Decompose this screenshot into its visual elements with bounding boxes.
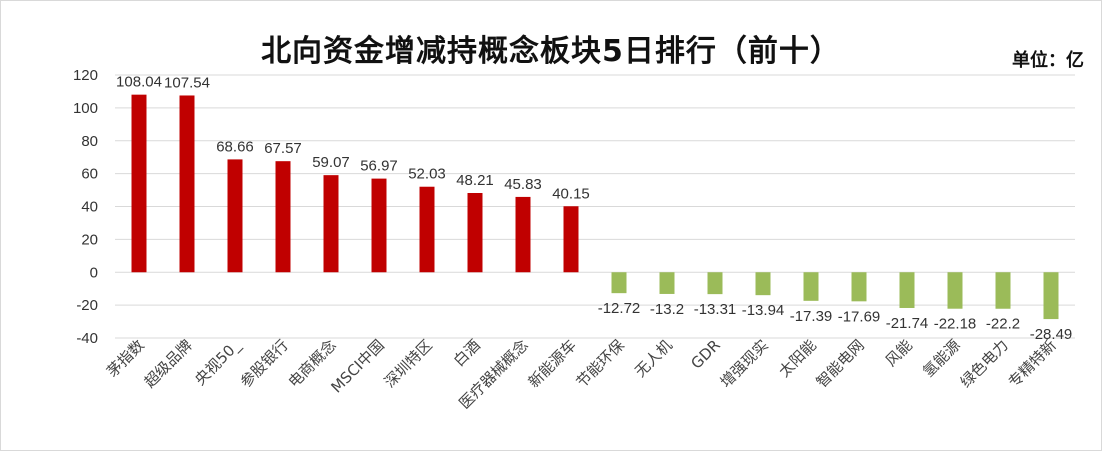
bar: [899, 272, 915, 308]
unit-label: 单位：亿: [1012, 50, 1084, 71]
category-label: 央视50_: [191, 336, 245, 390]
data-label: -21.74: [886, 315, 929, 332]
bar: [755, 272, 771, 296]
category-label: 增强现实: [717, 336, 772, 391]
chart-title: 北向资金增减持概念板块5日排行（前十）: [261, 34, 841, 69]
bar: [131, 94, 147, 273]
gridlines: [115, 74, 1075, 339]
bar: [1043, 272, 1059, 320]
data-label: -13.94: [742, 302, 785, 319]
y-tick-label: 60: [81, 166, 98, 183]
data-label: -13.2: [650, 301, 684, 318]
y-axis-ticks: -40 -20 0 20 40 60 80 100 120: [73, 67, 98, 347]
data-label: -17.39: [790, 308, 833, 325]
bar: [851, 272, 867, 302]
data-label: 40.15: [552, 185, 590, 202]
category-label: 氢能源: [919, 336, 964, 381]
bar: [323, 175, 339, 273]
bar: [275, 161, 291, 273]
category-label: 风能: [882, 336, 916, 370]
bar: [419, 186, 435, 273]
bar: [659, 272, 675, 294]
bar: [803, 272, 819, 301]
data-label: -22.2: [986, 316, 1020, 333]
category-label: 太阳能: [775, 336, 820, 381]
data-label: 52.03: [408, 166, 446, 183]
data-label: -22.18: [934, 316, 977, 333]
category-label: 智能电网: [813, 336, 868, 391]
data-label: 68.66: [216, 138, 254, 155]
category-label: 白酒: [450, 336, 484, 370]
y-tick-label: 80: [81, 133, 98, 150]
y-tick-label: 0: [90, 264, 98, 281]
category-label: 参股银行: [237, 336, 292, 391]
y-tick-label: 120: [73, 67, 98, 84]
data-label: 45.83: [504, 176, 542, 193]
data-label: 59.07: [312, 154, 350, 171]
data-label: -13.31: [694, 301, 737, 318]
data-label: 107.54: [164, 74, 210, 91]
category-label: 新能源车: [525, 336, 580, 391]
y-tick-label: 20: [81, 231, 98, 248]
bar: [611, 272, 627, 294]
category-label: 无人机: [631, 336, 676, 381]
category-label: 节能环保: [573, 336, 628, 391]
data-label: -12.72: [598, 300, 641, 317]
data-label: -28.49: [1030, 326, 1073, 343]
bar: [563, 206, 579, 273]
bar: [515, 196, 531, 273]
y-tick-label: 100: [73, 100, 98, 117]
bar: [467, 193, 483, 273]
category-label: 深圳特区: [381, 336, 436, 391]
data-label: 67.57: [264, 140, 302, 157]
category-label: 专精特新: [1005, 336, 1060, 391]
y-tick-label: 40: [81, 199, 98, 216]
bar: [707, 272, 723, 295]
bar: [371, 178, 387, 273]
category-label: 茅指数: [103, 336, 148, 381]
bar: [947, 272, 963, 309]
data-label: 48.21: [456, 172, 494, 189]
bar: [227, 159, 243, 273]
bar: [179, 95, 195, 273]
category-label: 绿色电力: [957, 336, 1012, 391]
bars: [131, 94, 1059, 320]
category-label: 超级品牌: [141, 336, 196, 391]
category-label: GDR: [687, 336, 723, 372]
data-label: 56.97: [360, 158, 398, 175]
data-label: -17.69: [838, 308, 881, 325]
y-tick-label: -20: [76, 297, 98, 314]
y-tick-label: -40: [76, 330, 98, 347]
bar: [995, 272, 1011, 309]
data-label: 108.04: [116, 74, 162, 91]
category-label: MSCI中国: [327, 336, 387, 396]
data-labels: 108.04 107.54 68.66 67.57 59.07 56.97 52.03 48.…: [116, 74, 1072, 343]
